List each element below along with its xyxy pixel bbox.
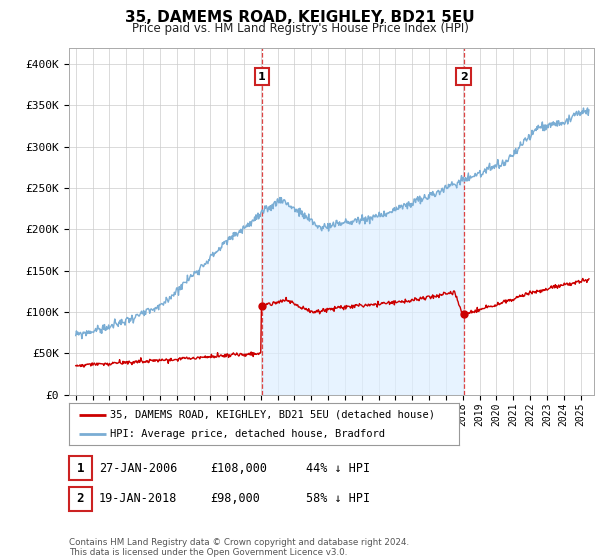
Text: 1: 1 [77,461,84,475]
Text: 35, DAMEMS ROAD, KEIGHLEY, BD21 5EU: 35, DAMEMS ROAD, KEIGHLEY, BD21 5EU [125,10,475,25]
Text: Contains HM Land Registry data © Crown copyright and database right 2024.
This d: Contains HM Land Registry data © Crown c… [69,538,409,557]
Text: 1: 1 [258,72,266,82]
Text: £98,000: £98,000 [210,492,260,506]
Text: £108,000: £108,000 [210,461,267,475]
Text: 27-JAN-2006: 27-JAN-2006 [99,461,178,475]
Text: 19-JAN-2018: 19-JAN-2018 [99,492,178,506]
Text: Price paid vs. HM Land Registry's House Price Index (HPI): Price paid vs. HM Land Registry's House … [131,22,469,35]
Text: 35, DAMEMS ROAD, KEIGHLEY, BD21 5EU (detached house): 35, DAMEMS ROAD, KEIGHLEY, BD21 5EU (det… [110,409,435,419]
Text: 2: 2 [77,492,84,506]
Text: 58% ↓ HPI: 58% ↓ HPI [306,492,370,506]
Text: 2: 2 [460,72,467,82]
Text: 44% ↓ HPI: 44% ↓ HPI [306,461,370,475]
Text: HPI: Average price, detached house, Bradford: HPI: Average price, detached house, Brad… [110,429,385,439]
